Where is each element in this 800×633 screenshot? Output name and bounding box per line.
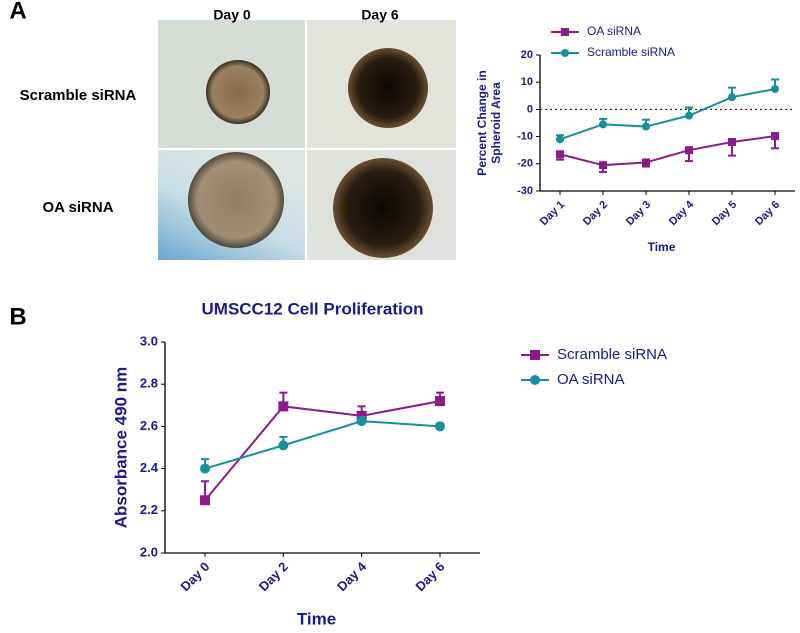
x-axis-label: Time — [648, 240, 676, 254]
y-tick-label: -30 — [517, 185, 533, 197]
x-tick-label: Day 4 — [667, 198, 697, 228]
chart-title: UMSCC12 Cell Proliferation — [202, 299, 424, 318]
marker — [200, 495, 210, 506]
row-label: Scramble siRNA — [20, 87, 137, 104]
marker — [642, 122, 650, 131]
legend-marker — [561, 28, 569, 36]
y-tick-label: -10 — [517, 131, 533, 143]
marker — [435, 421, 445, 432]
marker — [556, 135, 564, 144]
marker — [556, 150, 564, 159]
spheroid — [333, 158, 433, 258]
marker — [278, 401, 289, 412]
x-tick-label: Day 6 — [412, 559, 447, 594]
marker — [642, 158, 650, 167]
panel-label: B — [9, 303, 26, 330]
legend-label: OA siRNA — [557, 371, 625, 388]
spheroid — [188, 152, 284, 248]
y-tick-label: 3.0 — [140, 333, 158, 348]
micrographs — [158, 20, 456, 260]
column-label: Day 6 — [361, 7, 399, 23]
marker — [200, 463, 210, 474]
x-tick-label: Day 1 — [538, 199, 567, 228]
x-tick-label: Day 0 — [177, 559, 212, 594]
column-label: Day 0 — [213, 7, 251, 23]
marker — [771, 85, 779, 93]
legend-marker — [530, 375, 540, 385]
series-line — [559, 135, 776, 167]
legend-label: OA siRNA — [587, 24, 641, 38]
y-tick-label: 10 — [521, 76, 533, 88]
x-tick-label: Day 6 — [753, 199, 782, 228]
spheroid — [348, 48, 428, 128]
marker — [278, 440, 289, 451]
spheroid — [206, 60, 270, 124]
marker — [728, 138, 736, 147]
marker — [685, 146, 693, 155]
legend-label: Scramble siRNA — [557, 346, 667, 363]
x-tick-label: Day 2 — [256, 559, 291, 594]
series-line — [204, 400, 441, 501]
legend-label: Scramble siRNA — [587, 45, 675, 59]
series-line — [559, 88, 776, 141]
x-tick-label: Day 2 — [581, 199, 610, 228]
y-tick-label: 2.8 — [140, 376, 158, 391]
marker — [435, 396, 445, 407]
legend-marker — [561, 49, 569, 57]
marker — [771, 132, 779, 141]
x-tick-label: Day 4 — [334, 558, 370, 594]
y-tick-label: 2.4 — [140, 460, 159, 475]
y-axis-label: Percent Change in — [475, 70, 489, 175]
y-tick-label: 0 — [527, 103, 533, 115]
x-tick-label: Day 3 — [624, 199, 653, 228]
y-tick-label: -20 — [517, 158, 533, 170]
series-line — [204, 420, 441, 470]
marker — [356, 416, 367, 427]
marker — [599, 161, 607, 170]
y-tick-label: 2.2 — [140, 502, 158, 517]
panel-label: A — [9, 0, 26, 24]
marker — [356, 410, 367, 421]
y-tick-label: 2.6 — [140, 418, 158, 433]
x-axis-label: Time — [297, 609, 336, 628]
y-axis-label: Spheroid Area — [489, 82, 503, 164]
row-label: OA siRNA — [42, 199, 113, 216]
marker — [599, 120, 607, 129]
x-tick-label: Day 5 — [710, 199, 739, 228]
y-tick-label: 20 — [521, 49, 533, 61]
marker — [728, 93, 736, 102]
legend-marker — [530, 350, 540, 360]
marker — [685, 111, 693, 120]
y-axis-label: Absorbance 490 nm — [111, 367, 130, 529]
y-tick-label: 2.0 — [140, 544, 158, 559]
